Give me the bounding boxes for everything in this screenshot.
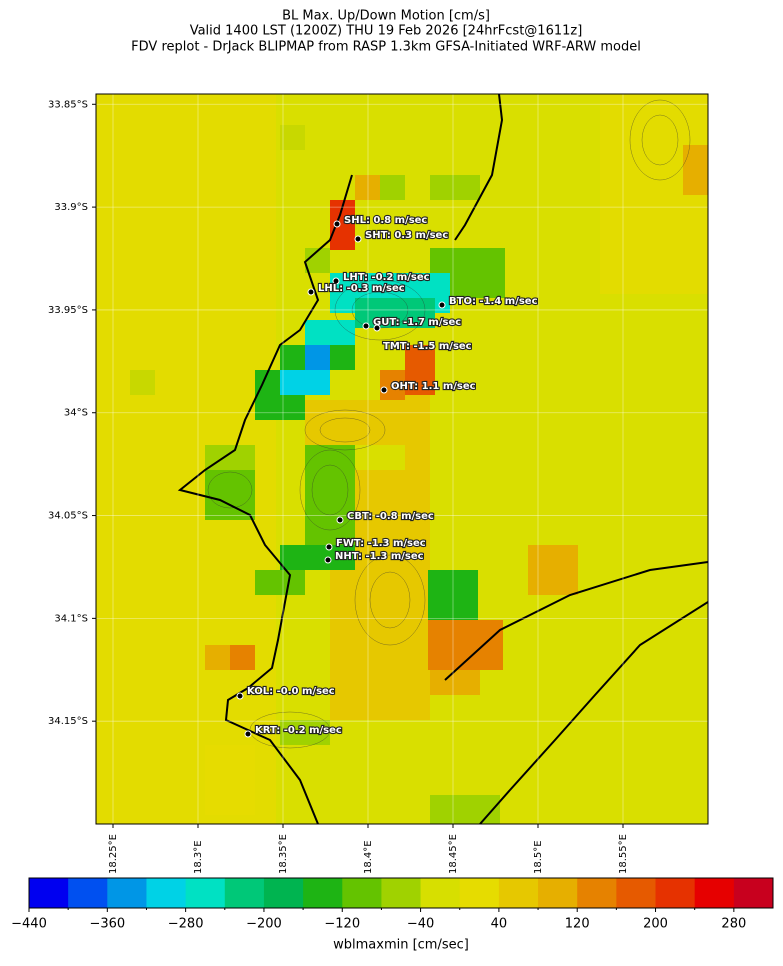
colorbar-tick-label: 280 bbox=[721, 917, 746, 932]
station-label: TMT: -1.5 m/sec bbox=[383, 341, 472, 352]
colorbar-label: wblmaxmin [cm/sec] bbox=[333, 938, 469, 953]
station-dot bbox=[336, 516, 344, 524]
station-label: BTO: -1.4 m/sec bbox=[449, 296, 538, 307]
y-tick-label: 33.9°S bbox=[54, 202, 88, 213]
colorbar-swatch bbox=[107, 878, 147, 908]
station-dot bbox=[325, 543, 333, 551]
station-label: LHL: -0.3 m/sec bbox=[318, 283, 405, 294]
terrain-contours bbox=[207, 99, 691, 749]
colorbar-tick-label: −280 bbox=[168, 917, 204, 932]
x-tick-label: 18.3°E bbox=[193, 840, 204, 874]
y-tick-label: 34.05°S bbox=[48, 511, 88, 522]
title-line: BL Max. Up/Down Motion [cm/s] bbox=[282, 9, 490, 24]
station-dot bbox=[333, 220, 341, 228]
x-tick-label: 18.25°E bbox=[108, 834, 119, 874]
title-line: Valid 1400 LST (1200Z) THU 19 Feb 2026 [… bbox=[190, 24, 583, 39]
station-label: GUT: -1.7 m/sec bbox=[373, 317, 461, 328]
colorbar-swatch bbox=[538, 878, 578, 908]
colorbar-swatch bbox=[29, 878, 69, 908]
raster bbox=[96, 94, 708, 824]
colorbar-swatch bbox=[459, 878, 500, 908]
grid bbox=[96, 94, 708, 824]
station-label: CBT: -0.8 m/sec bbox=[347, 511, 434, 522]
colorbar-swatch bbox=[263, 878, 304, 908]
station-label: NHT: -1.3 m/sec bbox=[335, 551, 424, 562]
colorbar-swatch bbox=[185, 878, 226, 908]
station-dot bbox=[362, 322, 370, 330]
colorbar-tick-label: −200 bbox=[246, 917, 282, 932]
station-label: LHT: -0.2 m/sec bbox=[343, 272, 430, 283]
colorbar-tick-label: −440 bbox=[11, 917, 47, 932]
colorbar-swatch bbox=[224, 878, 265, 908]
colorbar-tick-label: 40 bbox=[491, 917, 508, 932]
x-tick-label: 18.55°E bbox=[618, 834, 629, 874]
colorbar-swatch bbox=[616, 878, 657, 908]
station-dot bbox=[373, 324, 381, 332]
colorbar-swatch bbox=[381, 878, 422, 908]
colorbar-swatch bbox=[694, 878, 735, 908]
station-dot bbox=[438, 301, 446, 309]
station-label: SHT: 0.3 m/sec bbox=[365, 230, 448, 241]
station-label: SHL: 0.8 m/sec bbox=[344, 215, 427, 226]
colorbar-swatch bbox=[498, 878, 539, 908]
colorbar-tick-label: −120 bbox=[324, 917, 360, 932]
station-dot bbox=[380, 386, 388, 394]
station-label: KRT: -0.2 m/sec bbox=[255, 725, 342, 736]
title-line: FDV replot - DrJack BLIPMAP from RASP 1.… bbox=[131, 40, 641, 55]
station-dot bbox=[324, 556, 332, 564]
colorbar-tick-label: 120 bbox=[565, 917, 590, 932]
y-tick-label: 34°S bbox=[64, 408, 88, 419]
x-tick-label: 18.35°E bbox=[278, 834, 289, 874]
station-label: FWT: -1.3 m/sec bbox=[336, 538, 426, 549]
colorbar-swatch bbox=[303, 878, 343, 908]
colorbar-tick-label: −40 bbox=[407, 917, 434, 932]
y-tick-label: 33.85°S bbox=[48, 99, 88, 110]
colorbar-tick-label: 200 bbox=[643, 917, 668, 932]
colorbar-swatch bbox=[733, 878, 774, 908]
colorbar-frame bbox=[28, 877, 774, 909]
colorbar-swatch bbox=[146, 878, 187, 908]
plot-frame bbox=[95, 93, 709, 825]
station-dot bbox=[307, 288, 315, 296]
y-tick-label: 33.95°S bbox=[48, 305, 88, 316]
colorbar-tick-label: −360 bbox=[89, 917, 125, 932]
x-tick-label: 18.5°E bbox=[533, 840, 544, 874]
raster-cells bbox=[96, 94, 708, 824]
colorbar-swatch bbox=[420, 878, 461, 908]
y-tick-label: 34.1°S bbox=[54, 613, 88, 624]
colorbar-swatch bbox=[577, 878, 617, 908]
colorbar-swatch bbox=[68, 878, 108, 908]
colorbar-swatch bbox=[342, 878, 382, 908]
stations: SHL: 0.8 m/sec SHT: 0.3 m/sec LHT: -0.2 … bbox=[236, 214, 539, 738]
station-dot bbox=[332, 277, 340, 285]
station-dot bbox=[236, 692, 244, 700]
station-label: KOL: -0.0 m/sec bbox=[247, 686, 335, 697]
y-tick-label: 34.15°S bbox=[48, 716, 88, 727]
coastline bbox=[177, 94, 708, 824]
x-tick-label: 18.45°E bbox=[448, 834, 459, 874]
station-dot bbox=[354, 235, 362, 243]
x-tick-label: 18.4°E bbox=[363, 840, 374, 874]
colorbar-swatch bbox=[655, 878, 696, 908]
station-label: OHT: 1.1 m/sec bbox=[391, 381, 476, 392]
station-dot bbox=[244, 730, 252, 738]
